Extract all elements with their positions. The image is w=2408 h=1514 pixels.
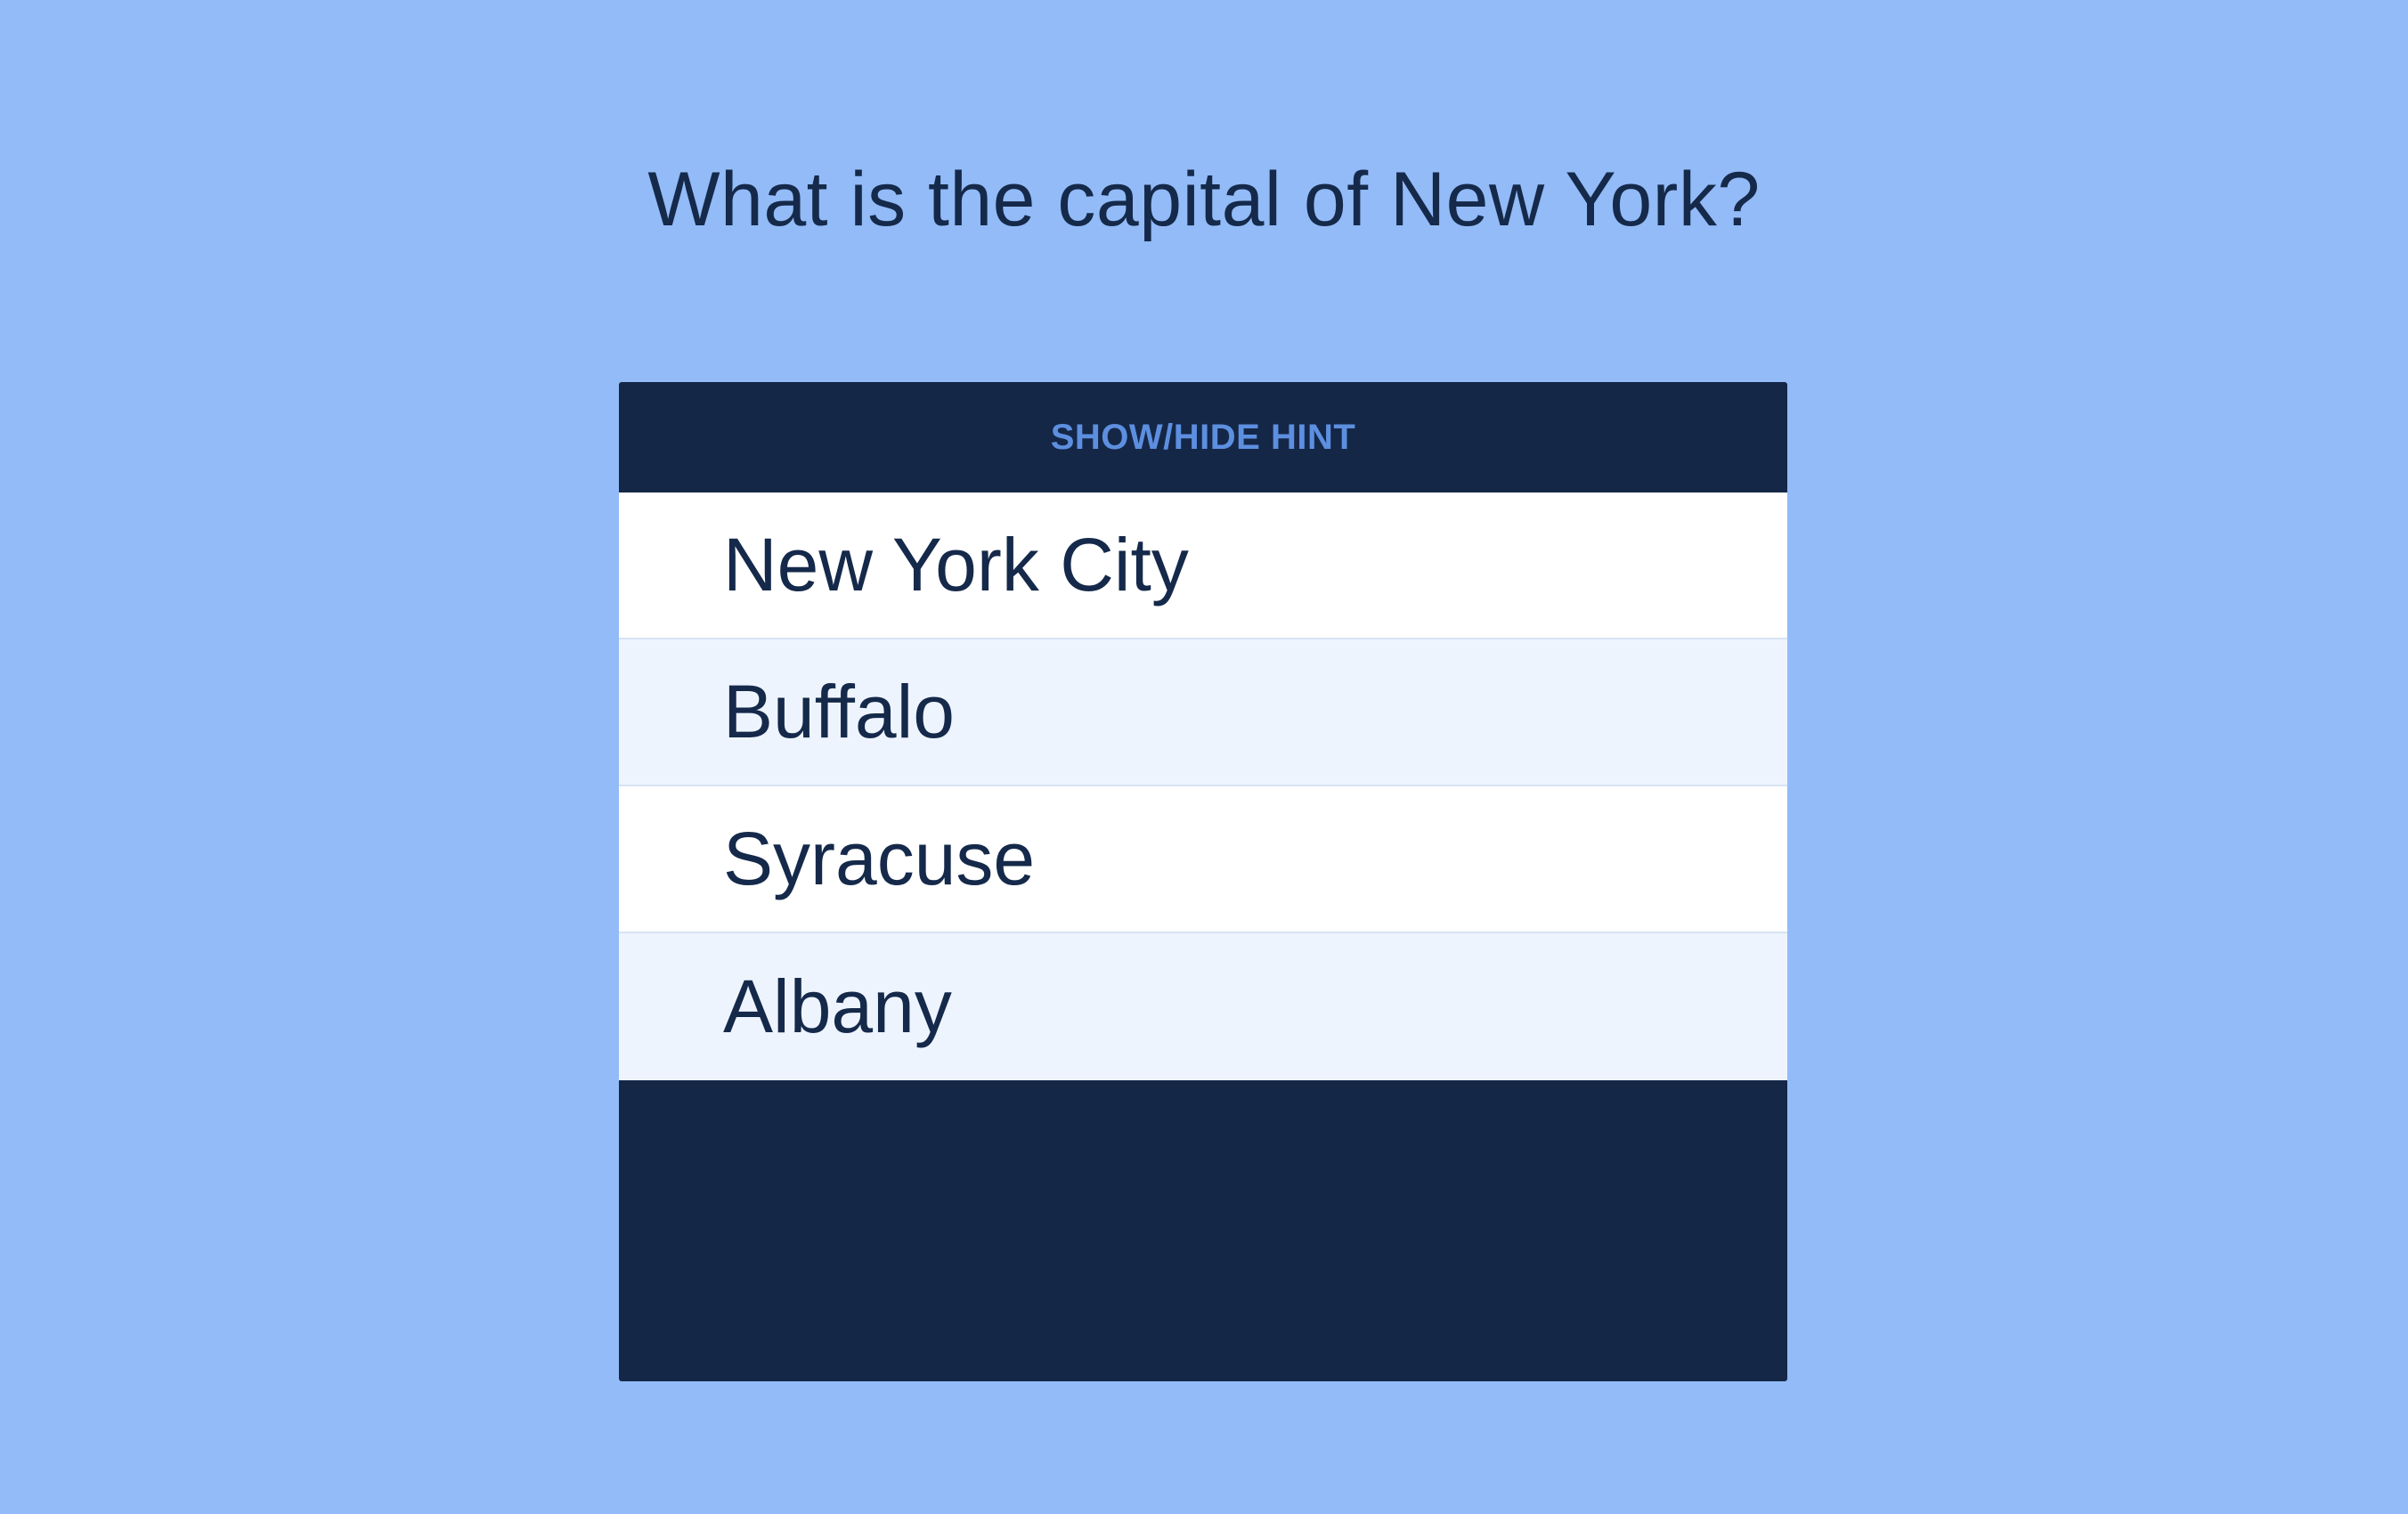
answer-option-albany[interactable]: Albany [619,933,1787,1080]
hint-panel [619,1080,1787,1377]
show-hide-hint-button[interactable]: SHOW/HIDE HINT [1050,417,1356,457]
quiz-card: SHOW/HIDE HINT New York City Buffalo Syr… [619,382,1787,1381]
answer-option-syracuse[interactable]: Syracuse [619,786,1787,933]
answer-option-buffalo[interactable]: Buffalo [619,639,1787,786]
question-title: What is the capital of New York? [647,157,1761,242]
answer-list: New York City Buffalo Syracuse Albany [619,492,1787,1080]
answer-option-new-york-city[interactable]: New York City [619,492,1787,639]
